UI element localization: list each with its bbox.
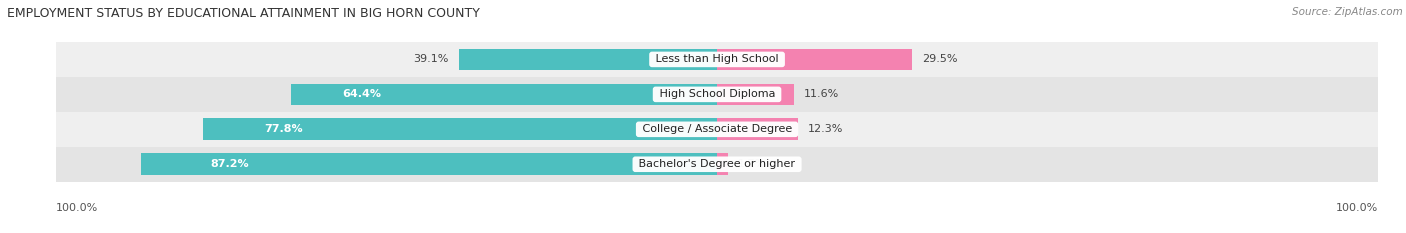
Bar xyxy=(56,42,1378,77)
Text: College / Associate Degree: College / Associate Degree xyxy=(638,124,796,134)
Bar xyxy=(56,147,1378,182)
Bar xyxy=(717,118,799,140)
Text: 77.8%: 77.8% xyxy=(264,124,304,134)
Text: 29.5%: 29.5% xyxy=(922,55,957,64)
Bar xyxy=(202,118,717,140)
Text: Source: ZipAtlas.com: Source: ZipAtlas.com xyxy=(1292,7,1403,17)
Text: 100.0%: 100.0% xyxy=(1336,203,1378,213)
Text: Less than High School: Less than High School xyxy=(652,55,782,64)
Bar xyxy=(717,49,912,70)
Bar xyxy=(717,83,794,105)
Text: 64.4%: 64.4% xyxy=(343,89,381,99)
Text: EMPLOYMENT STATUS BY EDUCATIONAL ATTAINMENT IN BIG HORN COUNTY: EMPLOYMENT STATUS BY EDUCATIONAL ATTAINM… xyxy=(7,7,479,20)
Text: 12.3%: 12.3% xyxy=(808,124,844,134)
Bar xyxy=(56,77,1378,112)
Text: Bachelor's Degree or higher: Bachelor's Degree or higher xyxy=(636,159,799,169)
Text: High School Diploma: High School Diploma xyxy=(655,89,779,99)
Text: 100.0%: 100.0% xyxy=(56,203,98,213)
Bar xyxy=(458,49,717,70)
Text: 39.1%: 39.1% xyxy=(413,55,449,64)
Text: 87.2%: 87.2% xyxy=(209,159,249,169)
Bar xyxy=(141,153,717,175)
Bar xyxy=(56,112,1378,147)
Text: 11.6%: 11.6% xyxy=(804,89,839,99)
Bar xyxy=(291,83,717,105)
Bar xyxy=(717,153,728,175)
Text: 1.7%: 1.7% xyxy=(738,159,766,169)
